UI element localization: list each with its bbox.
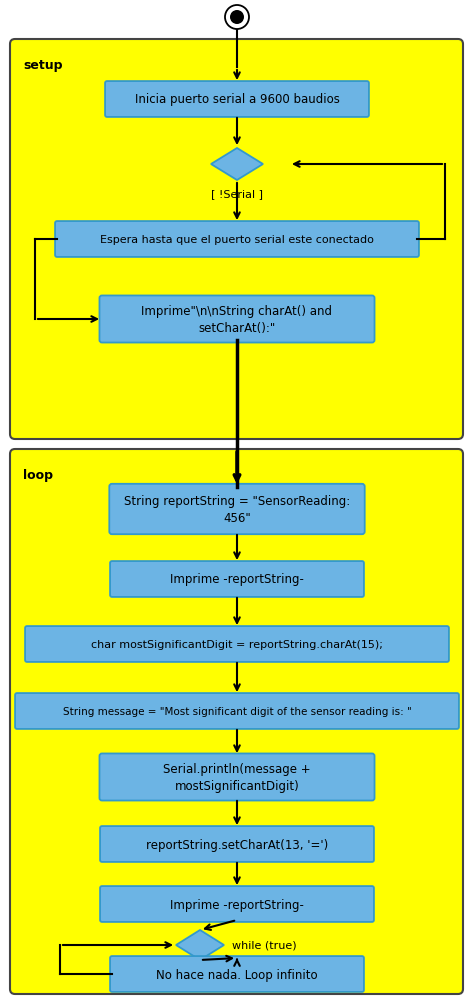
Text: setup: setup — [23, 59, 63, 72]
FancyBboxPatch shape — [15, 693, 459, 729]
Text: reportString.setCharAt(13, '='): reportString.setCharAt(13, '=') — [146, 838, 328, 851]
Text: Imprime -reportString-: Imprime -reportString- — [170, 573, 304, 586]
Text: Imprime -reportString-: Imprime -reportString- — [170, 898, 304, 911]
Circle shape — [230, 11, 244, 25]
FancyBboxPatch shape — [100, 753, 374, 800]
Polygon shape — [176, 930, 224, 960]
Text: No hace nada. Loop infinito: No hace nada. Loop infinito — [156, 968, 318, 981]
Text: char mostSignificantDigit = reportString.charAt(15);: char mostSignificantDigit = reportString… — [91, 639, 383, 649]
Text: [ !Serial ]: [ !Serial ] — [211, 189, 263, 199]
FancyBboxPatch shape — [100, 826, 374, 862]
FancyBboxPatch shape — [105, 82, 369, 117]
FancyBboxPatch shape — [100, 887, 374, 922]
FancyBboxPatch shape — [100, 296, 374, 343]
Text: Imprime"\n\nString charAt() and
setCharAt():": Imprime"\n\nString charAt() and setCharA… — [142, 305, 332, 335]
Circle shape — [225, 6, 249, 30]
FancyBboxPatch shape — [10, 40, 463, 439]
Text: Espera hasta que el puerto serial este conectado: Espera hasta que el puerto serial este c… — [100, 235, 374, 245]
Text: Inicia puerto serial a 9600 baudios: Inicia puerto serial a 9600 baudios — [135, 93, 339, 106]
FancyBboxPatch shape — [55, 222, 419, 258]
Text: String reportString = "SensorReading:
456": String reportString = "SensorReading: 45… — [124, 494, 350, 525]
Polygon shape — [211, 148, 263, 181]
Text: String message = "Most significant digit of the sensor reading is: ": String message = "Most significant digit… — [63, 706, 411, 716]
Text: Serial.println(message +
mostSignificantDigit): Serial.println(message + mostSignificant… — [163, 762, 311, 792]
FancyBboxPatch shape — [25, 627, 449, 662]
FancyBboxPatch shape — [10, 449, 463, 994]
FancyBboxPatch shape — [110, 956, 364, 992]
FancyBboxPatch shape — [109, 484, 365, 535]
Text: while (true): while (true) — [232, 940, 297, 950]
Text: loop: loop — [23, 468, 53, 481]
FancyBboxPatch shape — [110, 562, 364, 598]
